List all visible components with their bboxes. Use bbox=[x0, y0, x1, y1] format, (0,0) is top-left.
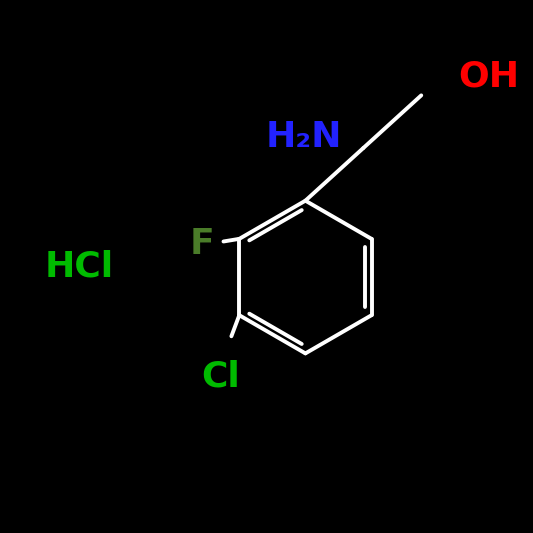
Text: F: F bbox=[190, 227, 215, 261]
Text: H₂N: H₂N bbox=[266, 120, 342, 155]
Text: Cl: Cl bbox=[201, 360, 240, 394]
Text: OH: OH bbox=[458, 60, 519, 94]
Text: HCl: HCl bbox=[44, 249, 114, 284]
